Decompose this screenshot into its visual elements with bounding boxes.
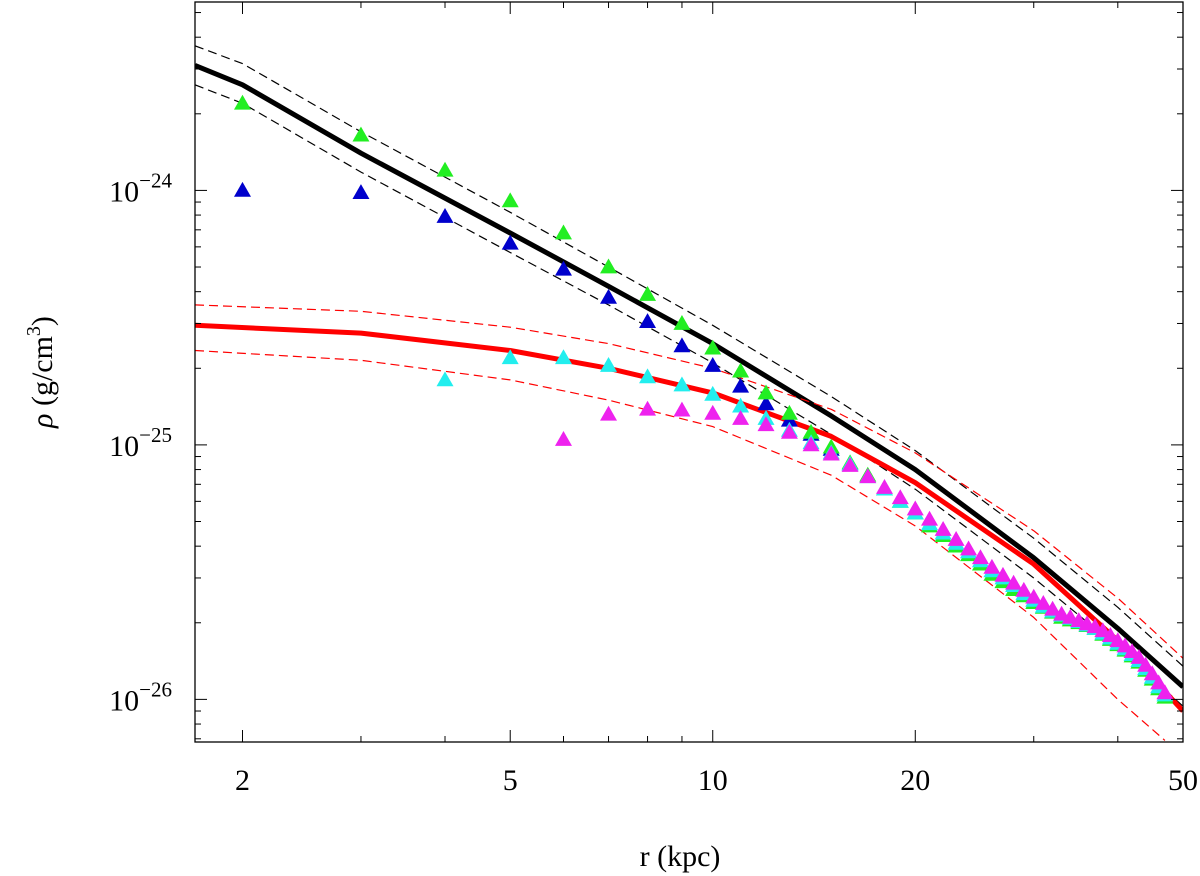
x-tick-label: 50 bbox=[1168, 764, 1198, 797]
triangle-marker bbox=[732, 409, 750, 425]
triangle-marker bbox=[639, 313, 657, 329]
y-tick-exponent: −25 bbox=[139, 423, 172, 447]
y-axis-title: ρ (g/cm3) bbox=[23, 316, 59, 429]
triangle-marker bbox=[639, 400, 657, 416]
triangle-marker bbox=[757, 384, 775, 400]
x-tick-label: 10 bbox=[698, 764, 728, 797]
triangle-marker bbox=[704, 339, 722, 355]
triangle-marker bbox=[1156, 684, 1174, 700]
triangle-marker bbox=[947, 530, 965, 546]
triangle-marker bbox=[732, 397, 750, 413]
x-tick-label: 20 bbox=[900, 764, 930, 797]
y-tick-exponent: −26 bbox=[139, 677, 172, 701]
y-tick-base: 10 bbox=[109, 175, 139, 208]
triangle-marker bbox=[704, 385, 722, 401]
plot-frame bbox=[194, 1, 1184, 743]
triangle-marker bbox=[1025, 588, 1043, 604]
triangle-marker bbox=[501, 192, 519, 208]
y-tick-label: 10−26 bbox=[109, 677, 172, 717]
triangle-marker bbox=[960, 540, 978, 556]
triangle-marker bbox=[501, 349, 519, 365]
triangle-marker bbox=[822, 445, 840, 461]
triangle-marker bbox=[1137, 656, 1155, 672]
triangle-marker bbox=[600, 258, 618, 274]
x-axis-title: r (kpc) bbox=[640, 840, 721, 873]
triangle-marker bbox=[600, 405, 618, 421]
triangle-marker bbox=[841, 456, 859, 472]
triangle-marker bbox=[802, 423, 820, 439]
dashed-curve-2 bbox=[195, 84, 1183, 707]
triangle-marker bbox=[994, 566, 1012, 582]
triangle-marker bbox=[780, 404, 798, 420]
triangle-marker bbox=[1005, 574, 1023, 590]
triangle-marker bbox=[501, 234, 519, 250]
triangle-marker bbox=[1143, 665, 1161, 681]
model-curves bbox=[195, 45, 1183, 741]
triangle-marker bbox=[436, 371, 454, 387]
solid-curve-3 bbox=[195, 322, 1183, 713]
triangle-marker bbox=[673, 314, 691, 330]
y-tick-label: 10−24 bbox=[109, 168, 172, 208]
triangle-marker bbox=[1015, 581, 1033, 597]
triangle-marker bbox=[1130, 649, 1148, 664]
triangle-marker bbox=[732, 377, 750, 393]
triangle-marker bbox=[757, 395, 775, 411]
triangle-marker bbox=[436, 207, 454, 223]
x-tick-label: 2 bbox=[235, 764, 250, 797]
triangle-marker bbox=[673, 401, 691, 417]
triangle-marker bbox=[352, 184, 370, 200]
triangle-marker bbox=[859, 468, 877, 484]
triangle-marker bbox=[906, 500, 924, 516]
dashed-curve-1 bbox=[195, 45, 1183, 667]
triangle-marker bbox=[352, 126, 370, 142]
triangle-marker bbox=[971, 549, 989, 565]
triangle-marker bbox=[934, 521, 952, 536]
x-tick-label: 5 bbox=[503, 764, 518, 797]
triangle-marker bbox=[704, 357, 722, 372]
y-axis-unit: (g/cm bbox=[26, 336, 59, 413]
triangle-marker bbox=[639, 285, 657, 301]
triangle-marker bbox=[673, 337, 691, 353]
y-tick-base: 10 bbox=[109, 430, 139, 463]
triangle-marker bbox=[732, 362, 750, 378]
triangle-marker bbox=[436, 161, 454, 177]
triangle-marker bbox=[600, 357, 618, 372]
triangle-marker bbox=[921, 510, 939, 526]
triangle-marker bbox=[233, 94, 251, 110]
y-tick-exponent: −24 bbox=[139, 168, 172, 192]
y-axis-symbol: ρ bbox=[26, 414, 59, 429]
triangle-marker bbox=[1044, 600, 1062, 616]
axis-ticks bbox=[195, 2, 1184, 742]
dashed-curve-5 bbox=[195, 349, 1166, 741]
triangle-marker bbox=[233, 181, 251, 197]
dashed-curve-4 bbox=[195, 304, 1183, 659]
y-axis-unit-close: ) bbox=[26, 316, 59, 326]
triangle-marker bbox=[780, 423, 798, 439]
triangle-marker bbox=[1034, 595, 1052, 610]
triangle-marker bbox=[673, 376, 691, 392]
triangle-marker bbox=[704, 404, 722, 420]
triangle-marker bbox=[875, 479, 893, 494]
triangle-marker bbox=[757, 416, 775, 432]
triangle-marker bbox=[554, 260, 572, 276]
triangle-marker bbox=[554, 349, 572, 365]
triangle-marker bbox=[600, 288, 618, 304]
triangle-marker bbox=[554, 431, 572, 446]
y-axis-unit-exponent: 3 bbox=[23, 326, 45, 336]
y-tick-base: 10 bbox=[109, 684, 139, 717]
triangle-marker bbox=[1150, 674, 1168, 690]
data-markers bbox=[233, 94, 1174, 704]
triangle-marker bbox=[983, 558, 1001, 574]
y-tick-label: 10−25 bbox=[109, 423, 172, 463]
triangle-marker bbox=[554, 224, 572, 240]
triangle-marker bbox=[891, 489, 909, 505]
triangle-marker bbox=[802, 436, 820, 452]
triangle-marker bbox=[639, 368, 657, 384]
x-tick-labels: 2 5 10 20 50 bbox=[235, 764, 1198, 797]
